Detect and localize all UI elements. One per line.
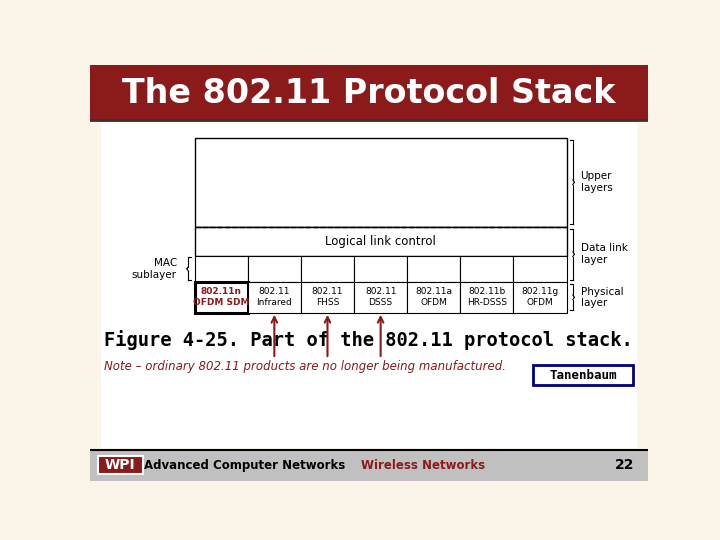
Bar <box>98 456 143 475</box>
Bar <box>534 365 632 385</box>
Text: Note – ordinary 802.11 products are no longer being manufactured.: Note – ordinary 802.11 products are no l… <box>104 360 506 373</box>
Bar <box>301 256 354 282</box>
Text: 22: 22 <box>615 458 634 472</box>
Bar <box>408 256 460 282</box>
Bar <box>194 282 248 313</box>
Text: 802.11
DSSS: 802.11 DSSS <box>365 287 397 307</box>
Bar <box>101 123 637 448</box>
Text: WPI: WPI <box>105 458 135 472</box>
Bar <box>248 256 301 282</box>
Bar <box>90 65 648 120</box>
Text: Advanced Computer Networks: Advanced Computer Networks <box>145 458 346 472</box>
Text: Logical link control: Logical link control <box>325 234 436 248</box>
Text: Figure 4-25. Part of the 802.11 protocol stack.: Figure 4-25. Part of the 802.11 protocol… <box>104 330 633 350</box>
Text: Data link
layer: Data link layer <box>580 244 627 265</box>
Bar <box>513 256 567 282</box>
Bar <box>90 450 648 481</box>
Bar <box>460 256 513 282</box>
Text: 802.11g
OFDM: 802.11g OFDM <box>521 287 559 307</box>
Bar <box>194 226 567 256</box>
Text: The 802.11 Protocol Stack: The 802.11 Protocol Stack <box>122 77 616 110</box>
Text: Physical
layer: Physical layer <box>580 287 624 308</box>
Bar <box>194 138 567 226</box>
Bar <box>408 282 460 313</box>
Text: 802.11a
OFDM: 802.11a OFDM <box>415 287 452 307</box>
Text: Wireless Networks: Wireless Networks <box>361 458 485 472</box>
Text: Upper
layers: Upper layers <box>580 171 612 193</box>
Bar <box>513 282 567 313</box>
Text: Tanenbaum: Tanenbaum <box>549 369 616 382</box>
Bar <box>194 256 248 282</box>
Bar <box>248 282 301 313</box>
Bar <box>354 282 408 313</box>
Text: 802.11
Infrared: 802.11 Infrared <box>256 287 292 307</box>
Text: 802.11
FHSS: 802.11 FHSS <box>312 287 343 307</box>
Text: 802.11n
OFDM SDM: 802.11n OFDM SDM <box>193 287 249 307</box>
Text: MAC
sublayer: MAC sublayer <box>132 258 177 280</box>
Bar <box>301 282 354 313</box>
Text: 802.11b
HR-DSSS: 802.11b HR-DSSS <box>467 287 507 307</box>
Bar <box>354 256 408 282</box>
Bar <box>460 282 513 313</box>
